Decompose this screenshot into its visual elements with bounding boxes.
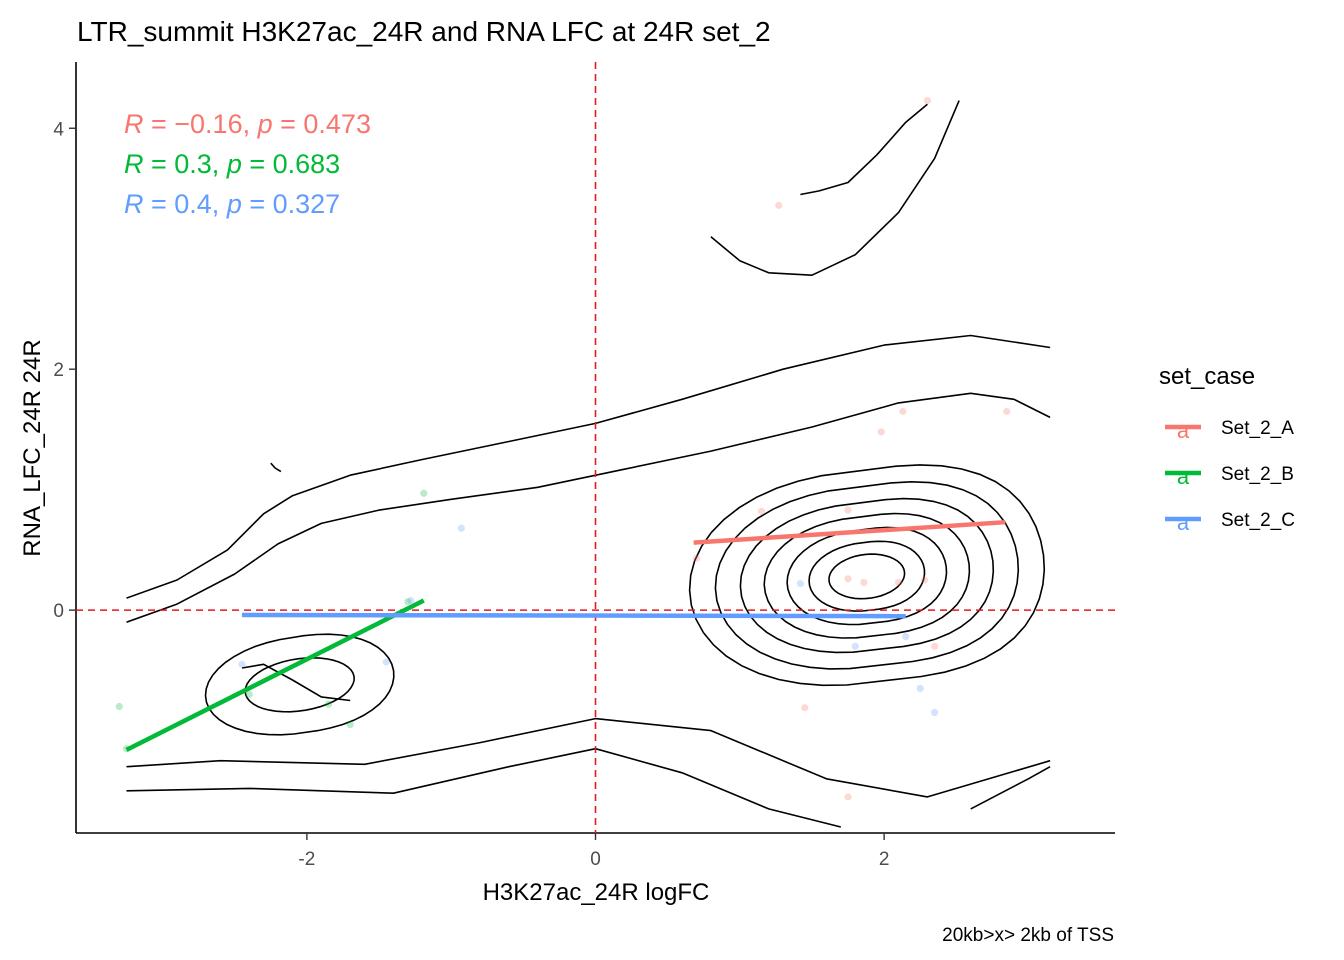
- data-point: [692, 554, 701, 562]
- data-point: [796, 580, 805, 588]
- legend: a Set_2_Aa Set_2_Ba Set_2_C: [1165, 418, 1295, 535]
- contour-ring-right: [808, 540, 926, 612]
- fit-line: [693, 519, 1006, 545]
- data-point: [1003, 407, 1011, 415]
- data-point: [324, 700, 333, 708]
- contour-ring-right: [828, 553, 906, 600]
- data-point: [844, 793, 852, 801]
- data-point: [923, 96, 932, 105]
- legend-key-glyph: a: [1177, 418, 1190, 443]
- data-point: [851, 642, 859, 650]
- caption: 20kb>x> 2kb of TSS: [942, 925, 1114, 946]
- contour-line: [126, 392, 1051, 623]
- data-point: [115, 702, 123, 711]
- data-point: [844, 575, 852, 583]
- density-contours: [126, 100, 1051, 828]
- data-point: [346, 720, 354, 729]
- contour-line: [800, 103, 928, 196]
- y-tick-label: 0: [53, 601, 64, 622]
- chart-title: LTR_summit H3K27ac_24R and RNA LFC at 24…: [77, 16, 771, 47]
- contour-line: [126, 717, 1051, 798]
- contour-line: [270, 462, 282, 473]
- plot-content: [76, 62, 1115, 833]
- contour-line: [126, 334, 1051, 599]
- legend-label: Set_2_B: [1221, 464, 1294, 485]
- data-point: [382, 658, 390, 666]
- legend-label: Set_2_C: [1221, 510, 1295, 531]
- legend-label: Set_2_A: [1221, 418, 1294, 439]
- data-point: [916, 684, 924, 693]
- x-axis-label: H3K27ac_24R logFC: [483, 879, 710, 906]
- contour-ring-right: [739, 497, 995, 654]
- legend-key-glyph: a: [1177, 464, 1190, 489]
- plot-panel: -2 0 2 0 2 4 R = −0.16, p = 0.473 R = 0.3, p = …: [53, 62, 1115, 870]
- correlation-annotation: R = 0.4, p = 0.327: [124, 189, 340, 219]
- data-point: [245, 690, 253, 699]
- data-point: [920, 576, 929, 584]
- contour-line: [710, 100, 960, 276]
- contour-ring-right: [763, 512, 971, 639]
- contour-line: [126, 747, 841, 828]
- legend-key-glyph: a: [1177, 510, 1190, 535]
- fit-line: [241, 612, 906, 619]
- data-point: [775, 201, 783, 209]
- data-point: [844, 506, 852, 514]
- contour-ring-right: [688, 464, 1046, 687]
- correlation-annotation: R = 0.3, p = 0.683: [124, 149, 340, 179]
- data-point: [931, 708, 939, 717]
- correlation-annotation: R = −0.16, p = 0.473: [124, 109, 371, 139]
- data-point: [420, 489, 428, 497]
- data-point: [877, 428, 885, 436]
- x-tick-label: -2: [298, 849, 315, 870]
- data-point: [899, 407, 907, 415]
- series-set-2-c: [238, 524, 939, 717]
- contour-line: [241, 663, 351, 702]
- y-tick-label: 4: [53, 119, 64, 140]
- data-point: [457, 524, 465, 532]
- contour-line: [970, 766, 1051, 810]
- data-point: [407, 596, 415, 605]
- data-point: [757, 507, 766, 515]
- x-tick-label: 2: [879, 849, 890, 870]
- contour-ring-left: [244, 656, 355, 713]
- data-point: [801, 704, 809, 712]
- y-axis-label: RNA_LFC_24R 24R: [19, 339, 46, 556]
- fit-line: [125, 598, 425, 752]
- contour-ring-right: [714, 480, 1020, 670]
- x-tick-label: 0: [590, 849, 601, 870]
- legend-title: set_case: [1159, 363, 1255, 390]
- data-point: [931, 642, 939, 650]
- data-point: [404, 598, 412, 606]
- data-point: [902, 633, 910, 641]
- data-point: [860, 578, 868, 587]
- y-tick-label: 2: [53, 360, 64, 381]
- data-point: [894, 578, 903, 587]
- data-point: [238, 660, 246, 668]
- contour-ring-left: [204, 633, 395, 736]
- series-set-2-a: [692, 96, 1011, 801]
